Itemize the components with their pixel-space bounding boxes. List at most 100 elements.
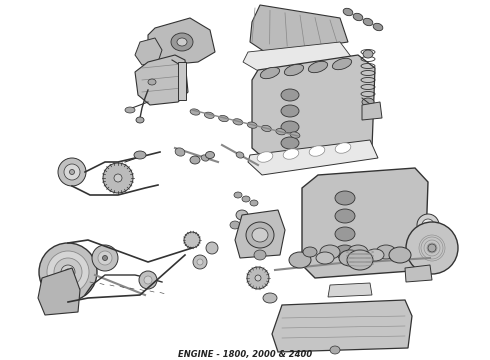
Ellipse shape	[406, 222, 458, 274]
Ellipse shape	[134, 151, 146, 159]
Ellipse shape	[47, 251, 89, 293]
Ellipse shape	[125, 107, 135, 113]
Ellipse shape	[144, 276, 152, 284]
Ellipse shape	[206, 242, 218, 254]
Ellipse shape	[330, 346, 340, 354]
Ellipse shape	[281, 137, 299, 149]
Ellipse shape	[247, 267, 269, 289]
Ellipse shape	[197, 259, 203, 265]
Polygon shape	[235, 210, 285, 258]
Ellipse shape	[190, 156, 200, 164]
Ellipse shape	[58, 158, 86, 186]
Polygon shape	[248, 140, 378, 175]
Ellipse shape	[320, 245, 340, 259]
Ellipse shape	[417, 214, 439, 236]
Ellipse shape	[250, 200, 258, 206]
Ellipse shape	[255, 275, 261, 281]
Ellipse shape	[339, 250, 361, 266]
Ellipse shape	[289, 252, 311, 268]
Ellipse shape	[39, 243, 97, 301]
Ellipse shape	[98, 251, 112, 265]
Polygon shape	[148, 18, 215, 65]
Ellipse shape	[139, 271, 157, 289]
Polygon shape	[135, 38, 162, 65]
Ellipse shape	[308, 61, 328, 73]
Ellipse shape	[260, 67, 280, 79]
Ellipse shape	[219, 116, 228, 122]
Ellipse shape	[335, 191, 355, 205]
Ellipse shape	[205, 152, 215, 158]
Ellipse shape	[103, 163, 133, 193]
Ellipse shape	[343, 8, 353, 16]
Ellipse shape	[422, 219, 434, 231]
Polygon shape	[38, 268, 80, 315]
Ellipse shape	[148, 79, 156, 85]
Ellipse shape	[281, 89, 299, 101]
Ellipse shape	[247, 122, 257, 128]
Ellipse shape	[353, 13, 363, 21]
Ellipse shape	[177, 38, 187, 46]
Polygon shape	[405, 265, 432, 282]
Ellipse shape	[303, 247, 317, 257]
Polygon shape	[362, 102, 382, 120]
Ellipse shape	[335, 209, 355, 223]
Text: ENGINE - 1800, 2000 & 2400: ENGINE - 1800, 2000 & 2400	[178, 350, 312, 359]
Ellipse shape	[65, 269, 71, 275]
Ellipse shape	[366, 249, 384, 261]
Ellipse shape	[230, 221, 240, 229]
Ellipse shape	[284, 64, 304, 76]
Ellipse shape	[332, 58, 352, 70]
Ellipse shape	[236, 210, 248, 220]
Ellipse shape	[347, 250, 373, 270]
Ellipse shape	[373, 23, 383, 31]
Ellipse shape	[376, 245, 396, 259]
Ellipse shape	[171, 33, 193, 51]
Ellipse shape	[184, 232, 200, 248]
Ellipse shape	[61, 265, 75, 279]
Polygon shape	[250, 5, 348, 54]
Ellipse shape	[362, 98, 374, 106]
Ellipse shape	[92, 245, 118, 271]
Ellipse shape	[64, 164, 80, 180]
Ellipse shape	[335, 245, 355, 259]
Ellipse shape	[242, 196, 250, 202]
Ellipse shape	[276, 129, 286, 135]
Ellipse shape	[281, 121, 299, 133]
Ellipse shape	[234, 192, 242, 198]
Ellipse shape	[262, 125, 271, 131]
Ellipse shape	[348, 245, 368, 259]
Ellipse shape	[201, 155, 209, 161]
Ellipse shape	[281, 105, 299, 117]
Ellipse shape	[428, 244, 436, 252]
Ellipse shape	[114, 174, 122, 182]
Polygon shape	[302, 168, 428, 278]
Ellipse shape	[335, 143, 351, 153]
Ellipse shape	[252, 228, 268, 242]
Ellipse shape	[190, 109, 200, 115]
Ellipse shape	[70, 170, 74, 175]
Ellipse shape	[309, 146, 325, 156]
Ellipse shape	[102, 256, 107, 261]
Ellipse shape	[236, 152, 244, 158]
Ellipse shape	[136, 117, 144, 123]
Bar	[178, 62, 186, 100]
Ellipse shape	[389, 247, 411, 263]
Ellipse shape	[246, 222, 274, 248]
Ellipse shape	[316, 252, 334, 264]
Ellipse shape	[290, 132, 300, 138]
Ellipse shape	[363, 50, 373, 58]
Ellipse shape	[233, 119, 243, 125]
Polygon shape	[328, 283, 372, 297]
Polygon shape	[272, 300, 412, 352]
Ellipse shape	[254, 250, 266, 260]
Ellipse shape	[263, 293, 277, 303]
Ellipse shape	[193, 255, 207, 269]
Ellipse shape	[283, 149, 299, 159]
Polygon shape	[243, 42, 352, 72]
Ellipse shape	[175, 148, 185, 156]
Polygon shape	[252, 55, 375, 162]
Polygon shape	[135, 55, 188, 105]
Ellipse shape	[363, 18, 373, 26]
Ellipse shape	[204, 112, 214, 118]
Ellipse shape	[54, 258, 82, 286]
